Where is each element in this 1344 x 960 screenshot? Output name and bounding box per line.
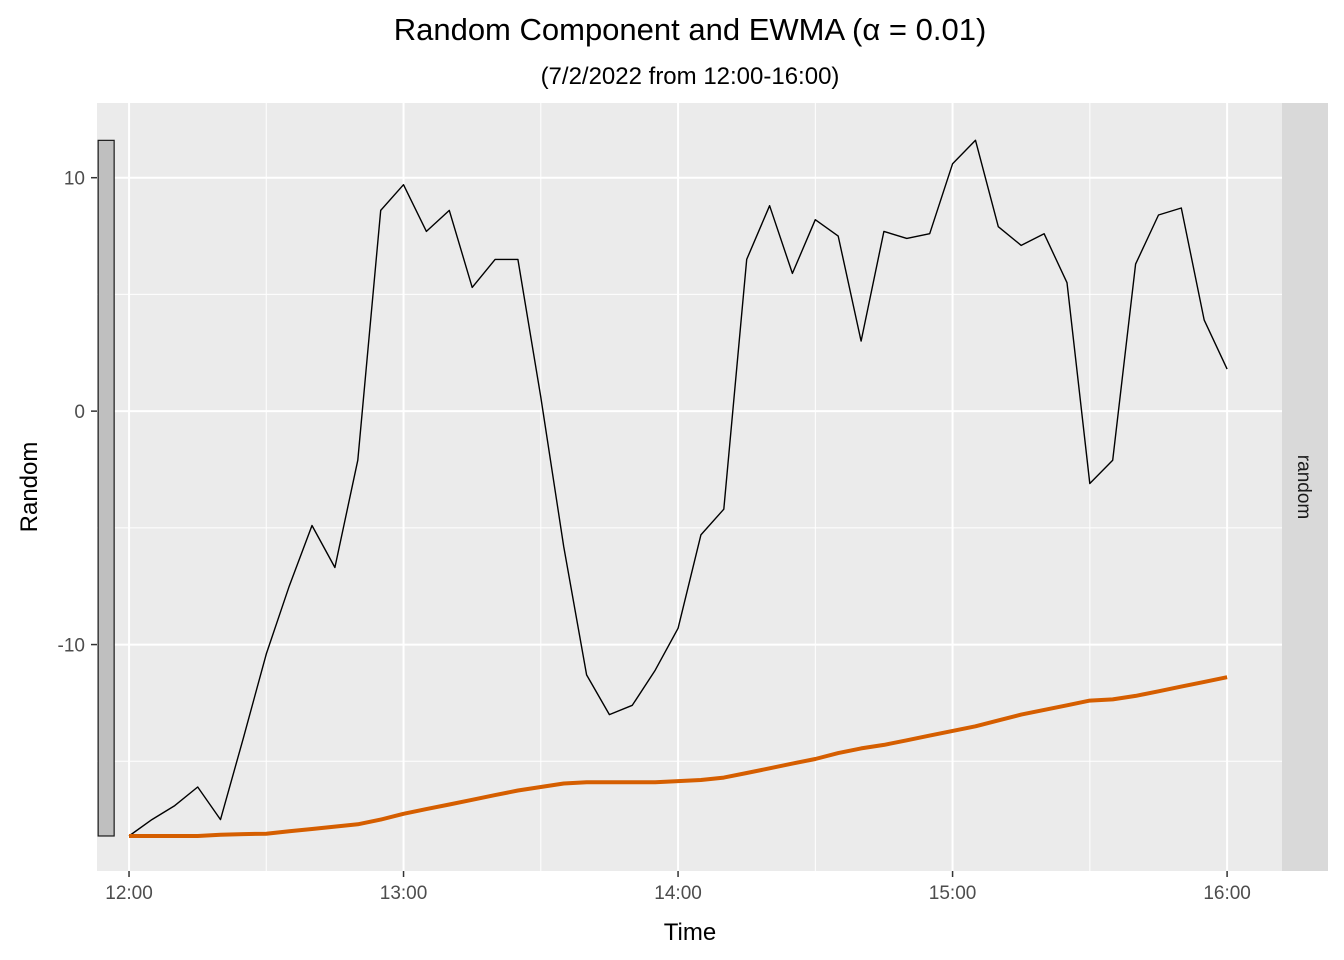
plot-panel [97,103,1282,871]
axes: 12:00 13:00 14:00 15:00 16:00 10 0 -10 [58,169,1251,904]
facet-strip [1282,103,1328,871]
y-tick-label: 10 [64,169,85,190]
x-tick-label: 16:00 [1203,883,1251,904]
y-axis-title: Random [16,442,43,533]
range-bar-layer [97,139,115,837]
x-tick-label: 12:00 [105,883,153,904]
x-tick-label: 14:00 [654,883,702,904]
x-tick-label: 15:00 [929,883,977,904]
y-tick-label: 0 [74,402,85,423]
range-bar [97,139,115,837]
ewma-series-line [129,675,1228,838]
grid-lines [97,60,1282,871]
chart-title: Random Component and EWMA (α = 0.01) [394,12,987,47]
facet-strip-label: random [1293,455,1314,519]
y-tick-label: -10 [58,636,85,657]
x-tick-label: 13:00 [380,883,428,904]
chart-subtitle: (7/2/2022 from 12:00-16:00) [541,63,840,90]
series-layer [128,139,1228,838]
random-series-line [128,139,1228,837]
x-axis-title: Time [664,919,716,946]
